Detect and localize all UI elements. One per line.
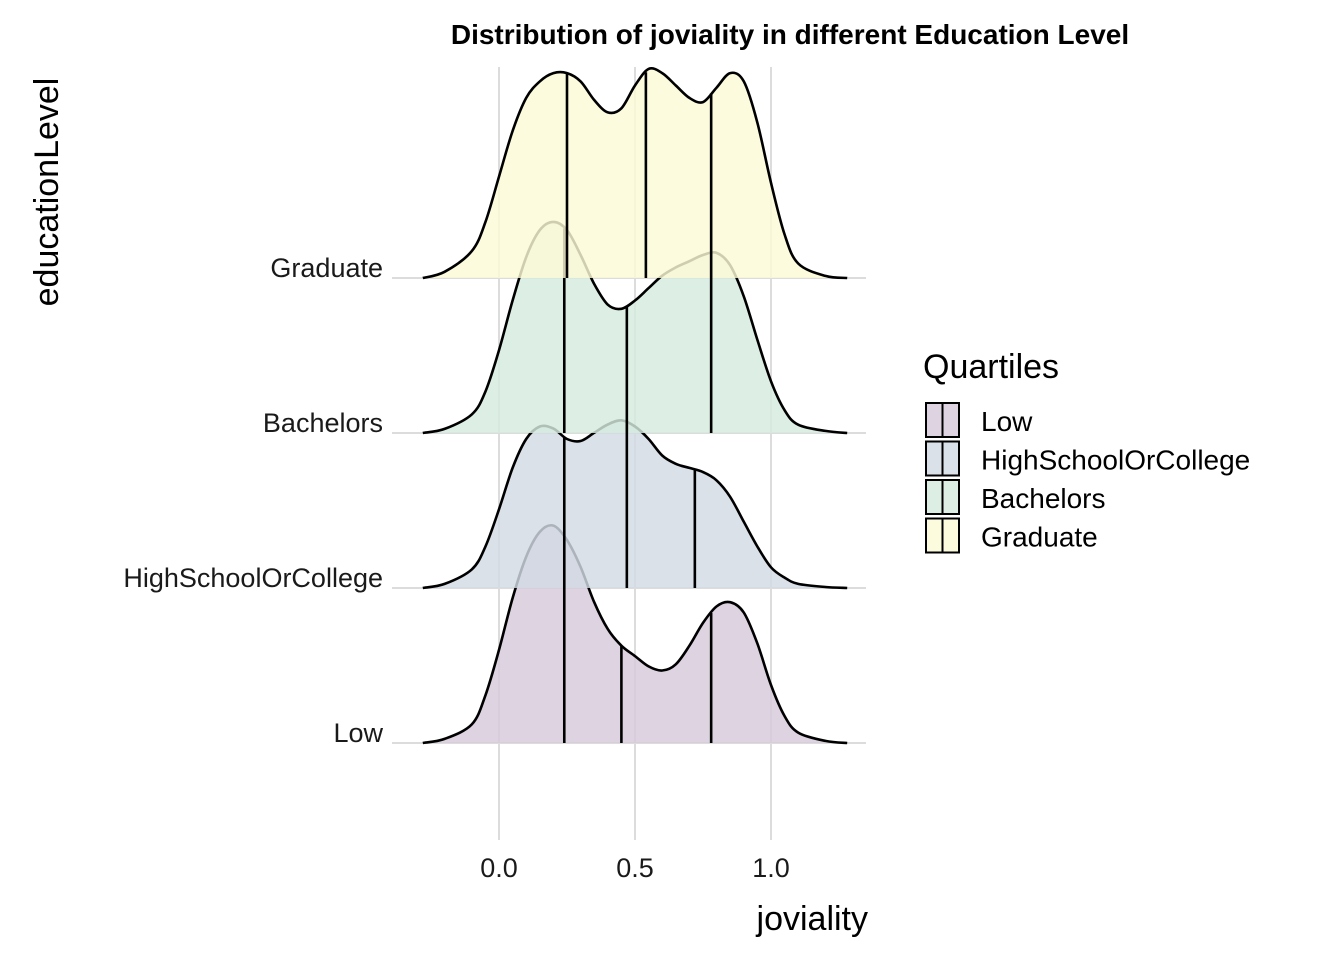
density-area — [422, 68, 848, 278]
legend-label: Bachelors — [981, 483, 1106, 514]
legend-label: Low — [981, 406, 1033, 437]
legend-item-bachelors: Bachelors — [925, 479, 1106, 515]
y-tick-label: Bachelors — [263, 408, 383, 438]
density-outline — [422, 220, 848, 435]
y-axis-title: educationLevel — [28, 78, 66, 307]
legend-item-graduate: Graduate — [925, 517, 1098, 554]
ridge-high-school-or-college — [422, 418, 848, 590]
chart-title: Distribution of joviality in different E… — [451, 19, 1129, 50]
ridge-graduate — [422, 67, 848, 280]
x-tick-label: 0.5 — [616, 853, 654, 883]
y-tick-label: HighSchoolOrCollege — [123, 563, 383, 593]
legend-label: HighSchoolOrCollege — [981, 445, 1250, 476]
legend-title: Quartiles — [923, 348, 1059, 386]
y-tick-label: Low — [333, 718, 383, 748]
legend-item-low: Low — [925, 402, 1033, 438]
x-tick-label: 1.0 — [752, 853, 790, 883]
x-tick-labels: 0.0 0.5 1.0 — [480, 853, 790, 883]
x-tick-label: 0.0 — [480, 853, 518, 883]
density-outline — [422, 523, 848, 745]
ridges — [422, 67, 848, 745]
legend-label: Graduate — [981, 522, 1098, 553]
y-tick-label: Graduate — [270, 253, 383, 283]
density-area — [422, 420, 848, 588]
y-tick-labels: Low HighSchoolOrCollege Bachelors Graduate — [123, 253, 383, 748]
x-axis-title: joviality — [756, 900, 868, 938]
legend: Quartiles Low HighSchoolOrCollege Bachelor… — [923, 348, 1250, 554]
density-outline — [422, 67, 848, 280]
legend-item-high-school-or-college: HighSchoolOrCollege — [925, 440, 1250, 477]
